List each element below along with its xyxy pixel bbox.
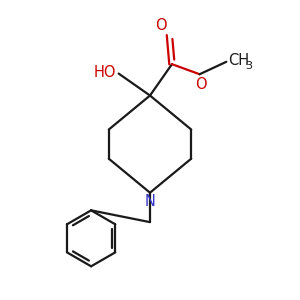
Text: O: O — [195, 76, 207, 92]
Text: 3: 3 — [245, 61, 252, 70]
Text: CH: CH — [228, 53, 249, 68]
Text: N: N — [145, 194, 155, 209]
Text: O: O — [155, 18, 167, 33]
Text: HO: HO — [93, 64, 116, 80]
